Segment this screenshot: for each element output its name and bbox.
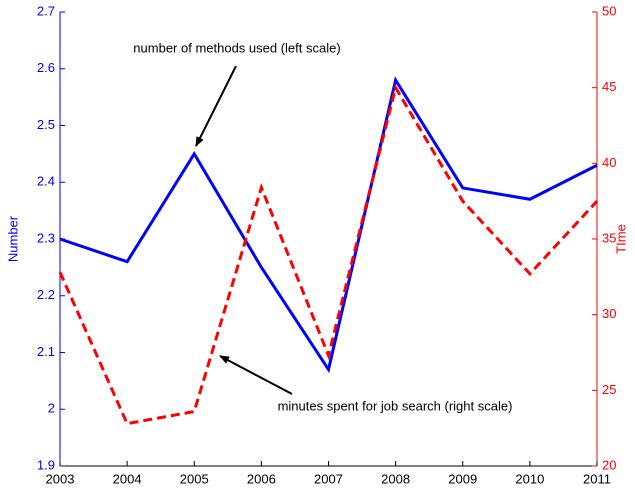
y2-tick-label: 45 [602, 79, 616, 94]
y-tick-label: 2.6 [37, 60, 55, 75]
y2-tick-label: 25 [602, 382, 616, 397]
series-line [58, 83, 599, 426]
x-tick-label: 2003 [46, 471, 75, 486]
annotation: minutes spent for job search (right scal… [278, 398, 513, 413]
y-tick-label: 1.9 [37, 457, 55, 472]
annotation-arrow [195, 65, 237, 147]
y-tick-label: 2 [48, 401, 55, 416]
x-tick-label: 2008 [381, 471, 410, 486]
y-tick-label: 2.4 [37, 174, 55, 189]
x-tick-label: 2005 [180, 471, 209, 486]
x-tick-label: 2004 [113, 471, 142, 486]
annotation-arrow [219, 355, 293, 395]
annotation: number of methods used (left scale) [133, 40, 340, 55]
y2-tick-label: 35 [602, 230, 616, 245]
y-tick-label: 2.3 [37, 230, 55, 245]
y2-tick-label: 50 [602, 3, 616, 18]
x-tick-label: 2010 [515, 471, 544, 486]
series-line [59, 76, 598, 374]
x-tick-label: 2009 [448, 471, 477, 486]
x-tick-label: 2007 [314, 471, 343, 486]
x-tick-label: 2006 [247, 471, 276, 486]
y-tick-label: 2.1 [37, 344, 55, 359]
y2-tick-label: 40 [602, 155, 616, 170]
y-tick-label: 2.7 [37, 3, 55, 18]
y-axis-label: Number [5, 215, 20, 262]
y-tick-label: 2.5 [37, 117, 55, 132]
x-tick-label: 2011 [583, 471, 611, 486]
y-tick-label: 2.2 [37, 287, 55, 302]
y2-tick-label: 30 [602, 306, 616, 321]
y2-tick-label: 20 [602, 457, 616, 472]
y2-axis-label: TIme [613, 224, 628, 254]
